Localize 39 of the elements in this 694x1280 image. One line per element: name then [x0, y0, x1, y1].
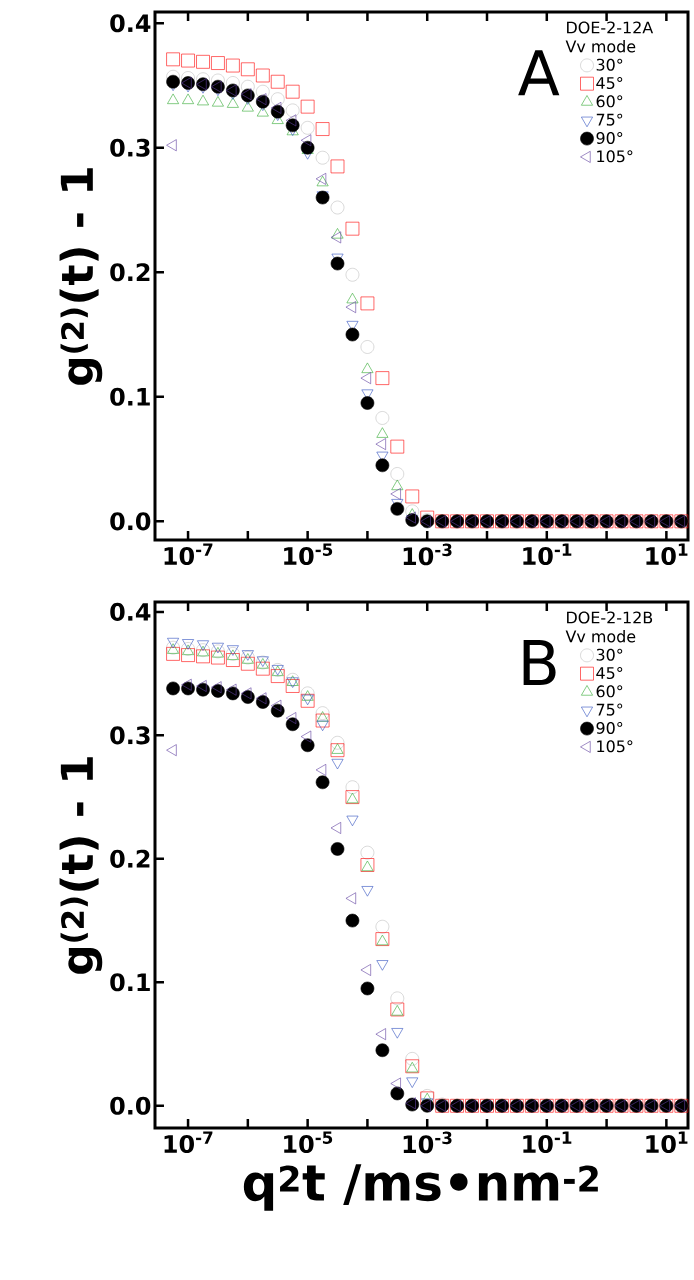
legend-label: 90°: [596, 131, 623, 144]
y-tick-label: 0.3: [110, 726, 150, 745]
y-tick-label: 0.4: [110, 14, 151, 33]
legend-label: 90°: [596, 721, 623, 734]
legend-title: DOE-2-12B Vv mode: [565, 611, 653, 643]
x-tick-label: 10$^{-1}$: [523, 543, 572, 566]
y-tick-label: 0.2: [110, 849, 150, 868]
legend-label: 45°: [596, 77, 623, 90]
legend-label: 105°: [597, 740, 633, 753]
legend-label: 60°: [596, 95, 623, 108]
legend-label: 30°: [596, 58, 623, 71]
y-tick-label: 0.1: [110, 973, 150, 992]
legend-label: 45°: [596, 667, 623, 680]
y-tick-label: 0.1: [110, 387, 150, 406]
legend-label: 75°: [596, 703, 623, 716]
y-tick-label: 0.2: [110, 263, 150, 282]
x-tick-label: 10$^{-1}$: [523, 1131, 572, 1154]
y-tick-label: 0.0: [110, 512, 151, 531]
y-tick-label: 0.3: [110, 138, 150, 157]
x-axis-title: q$^{2}$t /ms•nm$^{-2}$: [243, 1164, 598, 1211]
x-tick-label: 10$^{-3}$: [403, 1131, 452, 1154]
x-tick-label: 10$^{-5}$: [284, 1131, 333, 1154]
x-tick-label: 10$^{-7}$: [164, 543, 213, 566]
legend-label: 105°: [597, 150, 633, 163]
legend-label: 75°: [596, 113, 623, 126]
x-tick-label: 10$^{-7}$: [164, 1131, 213, 1154]
chart-title: B: [523, 639, 556, 686]
y-axis-title: g$^{(2)}$(t) - 1: [59, 757, 103, 974]
legend-label: 30°: [596, 648, 623, 661]
x-tick-label: 10$^{1}$: [646, 543, 688, 566]
y-tick-label: 0.4: [110, 602, 151, 621]
y-axis-title: g$^{(2)}$(t) - 1: [59, 168, 103, 385]
x-tick-label: 10$^{-3}$: [403, 543, 452, 566]
legend-label: 60°: [596, 685, 623, 698]
x-tick-label: 10$^{-5}$: [284, 543, 333, 566]
legend-title: DOE-2-12A Vv mode: [565, 21, 654, 53]
y-tick-label: 0.0: [110, 1096, 151, 1115]
x-tick-label: 10$^{1}$: [646, 1131, 688, 1154]
chart-title: A: [518, 50, 560, 96]
